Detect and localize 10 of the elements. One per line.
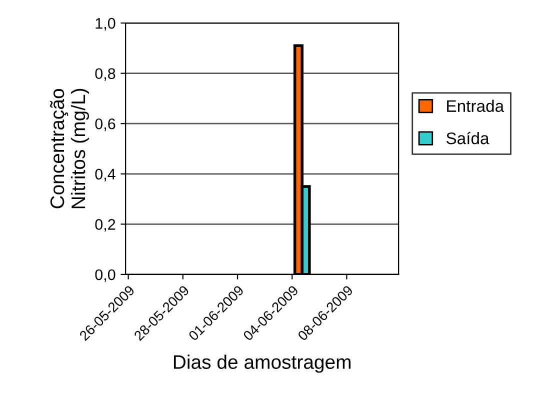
legend-label: Entrada [447, 100, 504, 112]
y-tick-label: 0,2 [95, 219, 116, 232]
y-tick-label: 0,0 [95, 269, 116, 282]
y-tick-label: 1,0 [96, 18, 116, 31]
legend-label: Saída [446, 132, 490, 144]
y-axis-title: Concentração Nitritos (mg/L) [50, 88, 90, 208]
y-tick-label: 0,4 [95, 168, 116, 182]
y-tick-label: 0,6 [95, 118, 116, 132]
x-axis-title: Dias de amostragem [174, 354, 350, 373]
y-tick-label: 0,8 [95, 68, 116, 81]
